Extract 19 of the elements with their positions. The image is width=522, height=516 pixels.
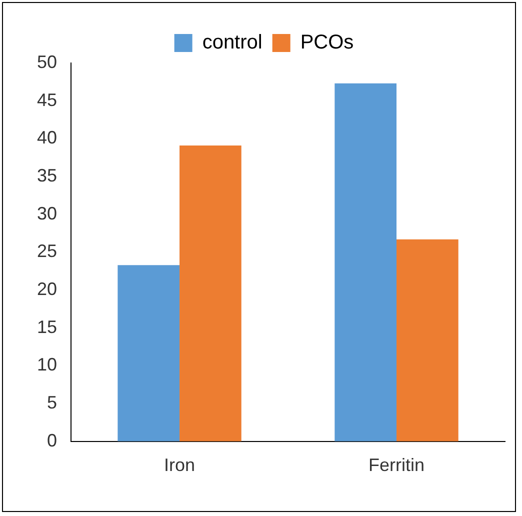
legend-label: control — [202, 32, 262, 54]
bar — [396, 239, 458, 442]
y-tick-label: 30 — [36, 203, 58, 224]
y-tick-label: 5 — [47, 392, 58, 413]
legend-label: PCOs — [300, 32, 354, 54]
bar — [118, 265, 180, 442]
y-tick-label: 25 — [36, 241, 58, 262]
y-tick-label: 20 — [36, 279, 58, 300]
x-tick-label: Ferritin — [368, 455, 425, 476]
y-tick-label: 40 — [36, 128, 58, 148]
x-tick-label: Iron — [164, 455, 196, 476]
bar — [334, 83, 397, 442]
y-tick-label: 35 — [36, 165, 58, 186]
y-tick-label: 0 — [47, 430, 58, 450]
y-tick-label: 10 — [36, 354, 58, 375]
y-tick-label: 45 — [36, 90, 58, 110]
y-tick-label: 15 — [36, 316, 58, 337]
bar — [180, 145, 242, 442]
y-tick-label: 50 — [36, 52, 58, 72]
